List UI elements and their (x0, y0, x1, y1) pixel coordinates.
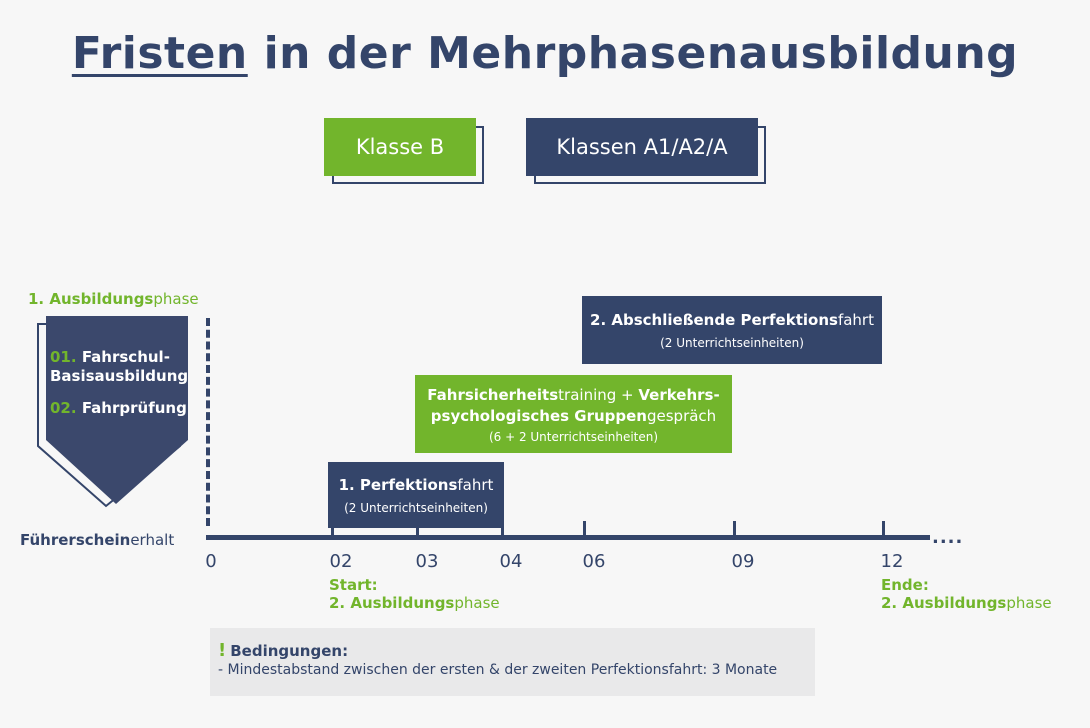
title-rest: in der Mehrphasenausbildung (247, 28, 1019, 79)
badge-item-2: 02. Fahrprüfung (50, 399, 187, 417)
tick-label-04: 04 (499, 551, 523, 572)
box-subtitle: (6 + 2 Unterrichtseinheiten) (488, 429, 659, 444)
conditions-note: ! Bedingungen: - Mindestabstand zwischen … (210, 628, 815, 696)
tab-label: Klassen A1/A2/A (526, 118, 758, 176)
conditions-item: - Mindestabstand zwischen der ersten & d… (218, 662, 778, 678)
box-safety-training: Fahrsicherheitstraining + Verkehrs- psyc… (415, 375, 732, 453)
tick-06 (583, 521, 586, 537)
timeline-continuation: .... (932, 527, 964, 548)
conditions-title: ! Bedingungen: (218, 640, 349, 661)
box-subtitle: (2 Unterrichtseinheiten) (344, 501, 488, 515)
tick-12 (882, 521, 885, 537)
tab-klasse-b[interactable]: Klasse B (324, 118, 484, 184)
axis-start-label: Führerscheinerhalt (20, 531, 175, 549)
tick-label-0: 0 (205, 551, 217, 572)
phase1-label: 1. Ausbildungsphase (28, 290, 199, 308)
exclamation-icon: ! (218, 640, 227, 661)
tick-04 (501, 521, 504, 537)
tab-label: Klasse B (324, 118, 476, 176)
box-title-line1: Fahrsicherheitstraining + Verkehrs- (427, 385, 720, 404)
box-subtitle: (2 Unterrichtseinheiten) (660, 336, 804, 350)
tick-label-09: 09 (731, 551, 755, 572)
page-title: Fristen in der Mehrphasenausbildung (0, 28, 1090, 79)
tick-09 (733, 521, 736, 537)
tick-label-12: 12 (880, 551, 904, 572)
phase2-start-label: Start: 2. Ausbildungsphase (329, 576, 500, 612)
tick-label-06: 06 (582, 551, 606, 572)
timeline-axis (206, 535, 930, 540)
badge-shape (37, 316, 188, 508)
zero-dashed-line (206, 318, 210, 526)
box-title: 1. Perfektionsfahrt (338, 476, 494, 494)
phase1-badge: 01. Fahrschul- Basisausbildung 02. Fahrp… (36, 316, 196, 512)
tick-label-03: 03 (415, 551, 439, 572)
box-first-perfection-drive: 1. Perfektionsfahrt (2 Unterrichtseinhei… (328, 462, 504, 528)
box-title: 2. Abschließende Perfektionsfahrt (590, 311, 874, 329)
tab-klassen-a[interactable]: Klassen A1/A2/A (526, 118, 766, 184)
tick-02 (331, 521, 334, 537)
badge-item-1: 01. Fahrschul- Basisausbildung (50, 348, 189, 385)
tick-03 (416, 521, 419, 537)
phase2-end-label: Ende: 2. Ausbildungsphase (881, 576, 1052, 612)
title-underlined-word: Fristen (71, 28, 248, 79)
box-title-line2: psychologisches Gruppengespräch (430, 406, 717, 425)
box-final-perfection-drive: 2. Abschließende Perfektionsfahrt (2 Unt… (582, 296, 882, 364)
tick-label-02: 02 (329, 551, 353, 572)
